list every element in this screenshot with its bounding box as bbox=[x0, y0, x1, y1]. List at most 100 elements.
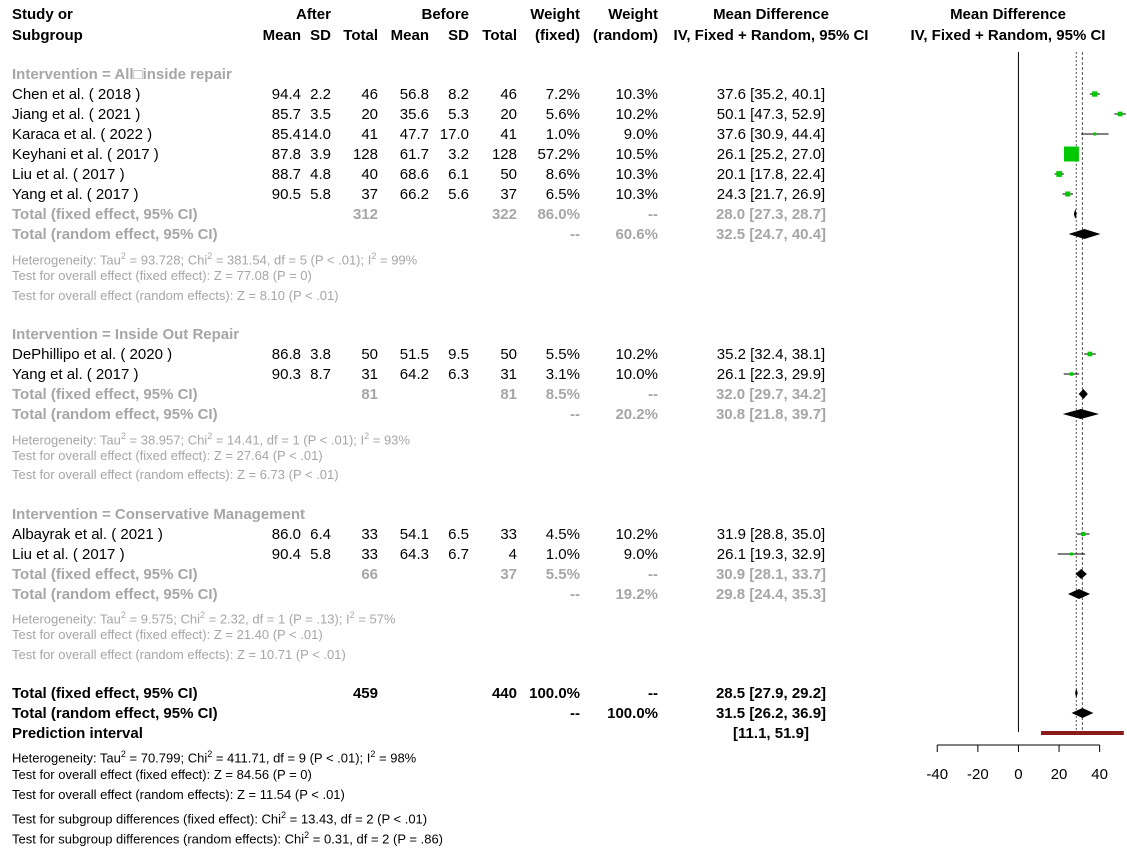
study-square bbox=[1069, 552, 1073, 556]
subgroup-test-random: Test for overall effect (random effects)… bbox=[12, 647, 346, 662]
study-sd-after: 2.2 bbox=[310, 86, 331, 103]
overall-fixed-w-random: -- bbox=[648, 685, 658, 702]
header-total-after: Total bbox=[343, 27, 378, 44]
superscript-2: 2 bbox=[120, 431, 126, 441]
overall-test-random: Test for overall effect (random effects)… bbox=[12, 787, 345, 802]
study-mean-after: 90.4 bbox=[271, 546, 301, 563]
study-w-random: 10.0% bbox=[615, 366, 658, 383]
superscript-2: 2 bbox=[281, 810, 287, 820]
superscript-2: 2 bbox=[120, 610, 126, 620]
subgroup-fixed-label: Total (fixed effect, 95% CI) bbox=[12, 566, 198, 583]
study-name: Keyhani et al. ( 2017 ) bbox=[12, 146, 159, 163]
subgroup-heterogeneity: Heterogeneity: Tau2 = 9.575; Chi2 = 2.32… bbox=[12, 607, 396, 627]
study-sd-after: 14.0 bbox=[301, 126, 331, 143]
subgroup-test-random-part: Test for subgroup differences (random ef… bbox=[12, 831, 305, 847]
subgroup-fixed-w-fixed: 8.5% bbox=[545, 386, 580, 403]
study-n-after: 50 bbox=[361, 346, 378, 363]
study-w-random: 10.5% bbox=[615, 146, 658, 163]
overall-fixed-ci: 28.5 [27.9, 29.2] bbox=[715, 685, 827, 702]
study-name: Liu et al. ( 2017 ) bbox=[12, 546, 125, 563]
overall-heterogeneity-part: = 98% bbox=[375, 750, 417, 766]
subgroup-heterogeneity: Heterogeneity: Tau2 = 93.728; Chi2 = 381… bbox=[12, 248, 417, 268]
study-square bbox=[1065, 191, 1071, 197]
study-n-after: 33 bbox=[361, 526, 378, 543]
study-n-before: 41 bbox=[500, 126, 517, 143]
header-weight-fixed: Weight bbox=[530, 6, 580, 23]
subgroup-test-fixed-part: Test for subgroup differences (fixed eff… bbox=[12, 811, 282, 827]
study-mean-before: 64.2 bbox=[399, 366, 429, 383]
study-w-fixed: 8.6% bbox=[545, 166, 580, 183]
subgroup-heterogeneity-part: = 381.54, df = 5 (P < .01); I bbox=[212, 252, 372, 268]
study-w-fixed: 57.2% bbox=[537, 146, 580, 163]
study-w-random: 10.3% bbox=[615, 86, 658, 103]
prediction-interval-label: Prediction interval bbox=[12, 725, 143, 742]
study-mean-before: 68.6 bbox=[399, 166, 429, 183]
study-mean-after: 88.7 bbox=[271, 166, 301, 183]
subgroup-fixed-w-fixed: 86.0% bbox=[537, 206, 580, 223]
header-sd-after: SD bbox=[310, 27, 331, 44]
study-n-after: 128 bbox=[352, 146, 378, 163]
subgroup-fixed-n-after: 312 bbox=[352, 206, 378, 223]
study-n-after: 41 bbox=[361, 126, 378, 143]
study-sd-before: 6.7 bbox=[448, 546, 469, 563]
subgroup-heterogeneity-part: = 14.41, df = 1 (P < .01); I bbox=[212, 432, 365, 448]
study-sd-after: 3.5 bbox=[310, 106, 331, 123]
overall-random-w-fixed: -- bbox=[570, 705, 580, 722]
study-ci: 37.6 [35.2, 40.1] bbox=[716, 86, 826, 103]
study-w-random: 10.3% bbox=[615, 186, 658, 203]
study-mean-before: 54.1 bbox=[399, 526, 429, 543]
study-w-random: 10.2% bbox=[615, 346, 658, 363]
study-w-fixed: 1.0% bbox=[545, 126, 580, 143]
study-mean-before: 56.8 bbox=[399, 86, 429, 103]
subgroup-heterogeneity-part: = 57% bbox=[354, 611, 396, 627]
study-ci: 24.3 [21.7, 26.9] bbox=[716, 186, 826, 203]
study-w-fixed: 4.5% bbox=[545, 526, 580, 543]
subgroup-random-label: Total (random effect, 95% CI) bbox=[12, 226, 218, 243]
study-name: Yang et al. ( 2017 ) bbox=[12, 186, 139, 203]
x-tick-label: -40 bbox=[926, 766, 948, 783]
subgroup-heterogeneity-part: Heterogeneity: Tau bbox=[12, 611, 121, 627]
subgroup-fixed-w-fixed: 5.5% bbox=[545, 566, 580, 583]
subgroup-title: Intervention = All□inside repair bbox=[12, 66, 232, 83]
study-w-random: 9.0% bbox=[623, 126, 658, 143]
header-weight-random: Weight bbox=[608, 6, 658, 23]
overall-fixed-label: Total (fixed effect, 95% CI) bbox=[12, 685, 198, 702]
study-n-after: 31 bbox=[361, 366, 378, 383]
study-n-before: 20 bbox=[500, 106, 517, 123]
study-n-before: 31 bbox=[500, 366, 517, 383]
study-square bbox=[1093, 132, 1097, 136]
study-name: Yang et al. ( 2017 ) bbox=[12, 366, 139, 383]
study-mean-before: 35.6 bbox=[399, 106, 429, 123]
overall-heterogeneity-part: = 70.799; Chi bbox=[125, 750, 208, 766]
study-w-fixed: 3.1% bbox=[545, 366, 580, 383]
study-square bbox=[1081, 531, 1086, 537]
header-total-before: Total bbox=[482, 27, 517, 44]
subgroup-test-random: Test for subgroup differences (random ef… bbox=[12, 827, 443, 847]
study-sd-after: 3.8 bbox=[310, 346, 331, 363]
overall-heterogeneity-part: Heterogeneity: Tau bbox=[12, 750, 121, 766]
subgroup-random-w-random: 19.2% bbox=[615, 586, 658, 603]
summary-diamond bbox=[1068, 229, 1101, 239]
header-mean-after: Mean bbox=[262, 27, 301, 44]
study-sd-before: 3.2 bbox=[448, 146, 469, 163]
overall-fixed-n-after: 459 bbox=[352, 685, 378, 702]
study-n-after: 46 bbox=[361, 86, 378, 103]
subgroup-random-w-random: 20.2% bbox=[615, 406, 658, 423]
study-square bbox=[1087, 351, 1093, 357]
superscript-2: 2 bbox=[207, 251, 213, 261]
study-ci: 37.6 [30.9, 44.4] bbox=[716, 126, 826, 143]
summary-diamond bbox=[1062, 409, 1100, 419]
study-name: Jiang et al. ( 2021 ) bbox=[12, 106, 141, 123]
study-sd-before: 9.5 bbox=[448, 346, 469, 363]
superscript-2: 2 bbox=[371, 251, 377, 261]
overall-test-fixed: Test for overall effect (fixed effect): … bbox=[12, 767, 312, 782]
header-subgroup: Subgroup bbox=[12, 27, 83, 44]
study-sd-before: 17.0 bbox=[439, 126, 469, 143]
study-n-before: 128 bbox=[491, 146, 517, 163]
subgroup-fixed-n-after: 66 bbox=[361, 566, 378, 583]
subgroup-fixed-n-after: 81 bbox=[361, 386, 378, 403]
study-w-fixed: 7.2% bbox=[545, 86, 580, 103]
study-sd-before: 5.6 bbox=[448, 186, 469, 203]
study-sd-after: 5.8 bbox=[310, 186, 331, 203]
